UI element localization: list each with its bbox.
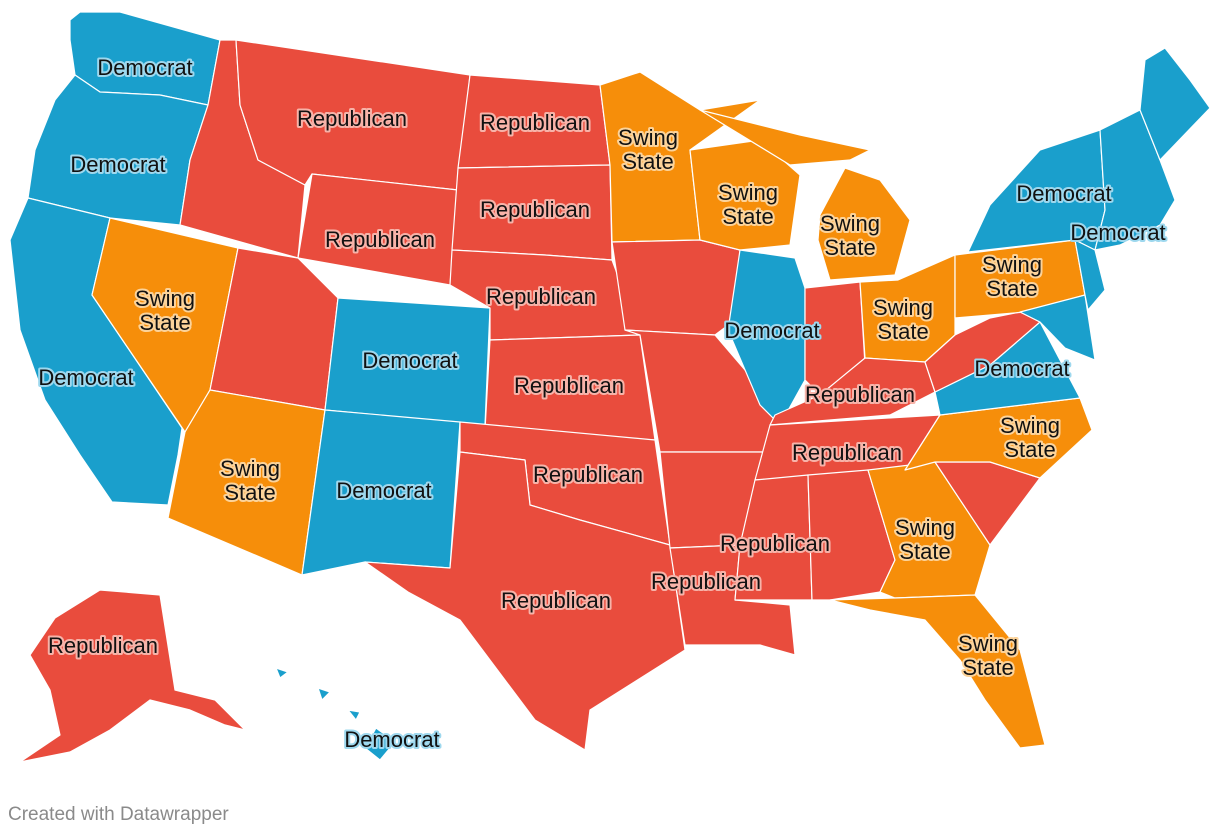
label-line: State [899, 539, 950, 564]
label-oklahoma: Republican [533, 462, 643, 487]
label-north-dakota: Republican [480, 110, 590, 135]
label-nebraska: Republican [486, 284, 596, 309]
label-hawaii: Democrat [344, 727, 439, 752]
label-colorado: Democrat [362, 348, 457, 373]
label-line: State [877, 319, 928, 344]
state-michigan[interactable] [817, 167, 911, 281]
state-alaska[interactable] [19, 589, 246, 763]
state-maryland-delaware[interactable] [1019, 294, 1096, 361]
label-oregon: Democrat [70, 152, 165, 177]
label-line: Swing [1000, 413, 1060, 438]
label-line: Swing [982, 252, 1042, 277]
label-ohio: Swing State [873, 295, 933, 344]
label-line: Swing [618, 125, 678, 150]
label-louisiana: Republican [651, 569, 761, 594]
state-michigan-upper[interactable] [699, 109, 871, 166]
label-virginia: Democrat [974, 356, 1069, 381]
label-minnesota: Swing State [618, 125, 678, 174]
map-labels: Democrat Democrat Democrat Swing State Re… [36, 53, 1167, 754]
label-line: State [224, 480, 275, 505]
label-line: Swing [958, 631, 1018, 656]
state-texas[interactable] [364, 451, 686, 751]
state-new-jersey[interactable] [1074, 239, 1106, 311]
label-washington: Democrat [97, 55, 192, 80]
label-tennessee: Republican [792, 440, 902, 465]
label-line: State [139, 310, 190, 335]
label-south-dakota: Republican [480, 197, 590, 222]
label-texas: Republican [501, 588, 611, 613]
label-wisconsin: Swing State [718, 180, 778, 229]
datawrapper-credit[interactable]: Created with Datawrapper [8, 804, 229, 825]
label-line: State [986, 276, 1037, 301]
state-mississippi[interactable] [734, 474, 813, 601]
label-montana: Republican [297, 106, 407, 131]
label-kansas: Republican [514, 373, 624, 398]
label-line: State [622, 149, 673, 174]
label-line: State [962, 655, 1013, 680]
label-line: State [824, 235, 875, 260]
label-line: State [1004, 437, 1055, 462]
state-florida[interactable] [829, 594, 1046, 749]
label-line: Swing [820, 211, 880, 236]
label-wyoming: Republican [325, 227, 435, 252]
label-line: Swing [718, 180, 778, 205]
label-florida: Swing State [958, 631, 1018, 680]
label-california: Democrat [38, 365, 133, 390]
label-arizona: Swing State [220, 456, 280, 505]
state-illinois[interactable] [727, 249, 806, 426]
label-mississippi: Republican [720, 531, 830, 556]
label-line: Swing [873, 295, 933, 320]
label-line: Swing [220, 456, 280, 481]
label-north-carolina: Swing State [1000, 413, 1060, 462]
state-arizona[interactable] [167, 389, 326, 576]
label-pennsylvania: Swing State [982, 252, 1042, 301]
state-hawaii[interactable] [275, 667, 396, 761]
label-nevada: Swing State [135, 286, 195, 335]
label-kentucky: Republican [805, 382, 915, 407]
label-illinois: Democrat [724, 318, 819, 343]
label-michigan: Swing State [820, 211, 880, 260]
label-new-york: Democrat [1016, 181, 1111, 206]
label-new-mexico: Democrat [336, 478, 431, 503]
label-line: State [722, 204, 773, 229]
label-line: Swing [895, 515, 955, 540]
label-line: Swing [135, 286, 195, 311]
label-new-england: Democrat [1070, 220, 1165, 245]
label-alaska: Republican [48, 633, 158, 658]
state-iowa[interactable] [611, 239, 741, 336]
label-georgia: Swing State [895, 515, 955, 564]
state-maine[interactable] [1139, 47, 1211, 161]
us-states-map: Democrat Democrat Democrat Swing State Re… [9, 11, 1211, 763]
